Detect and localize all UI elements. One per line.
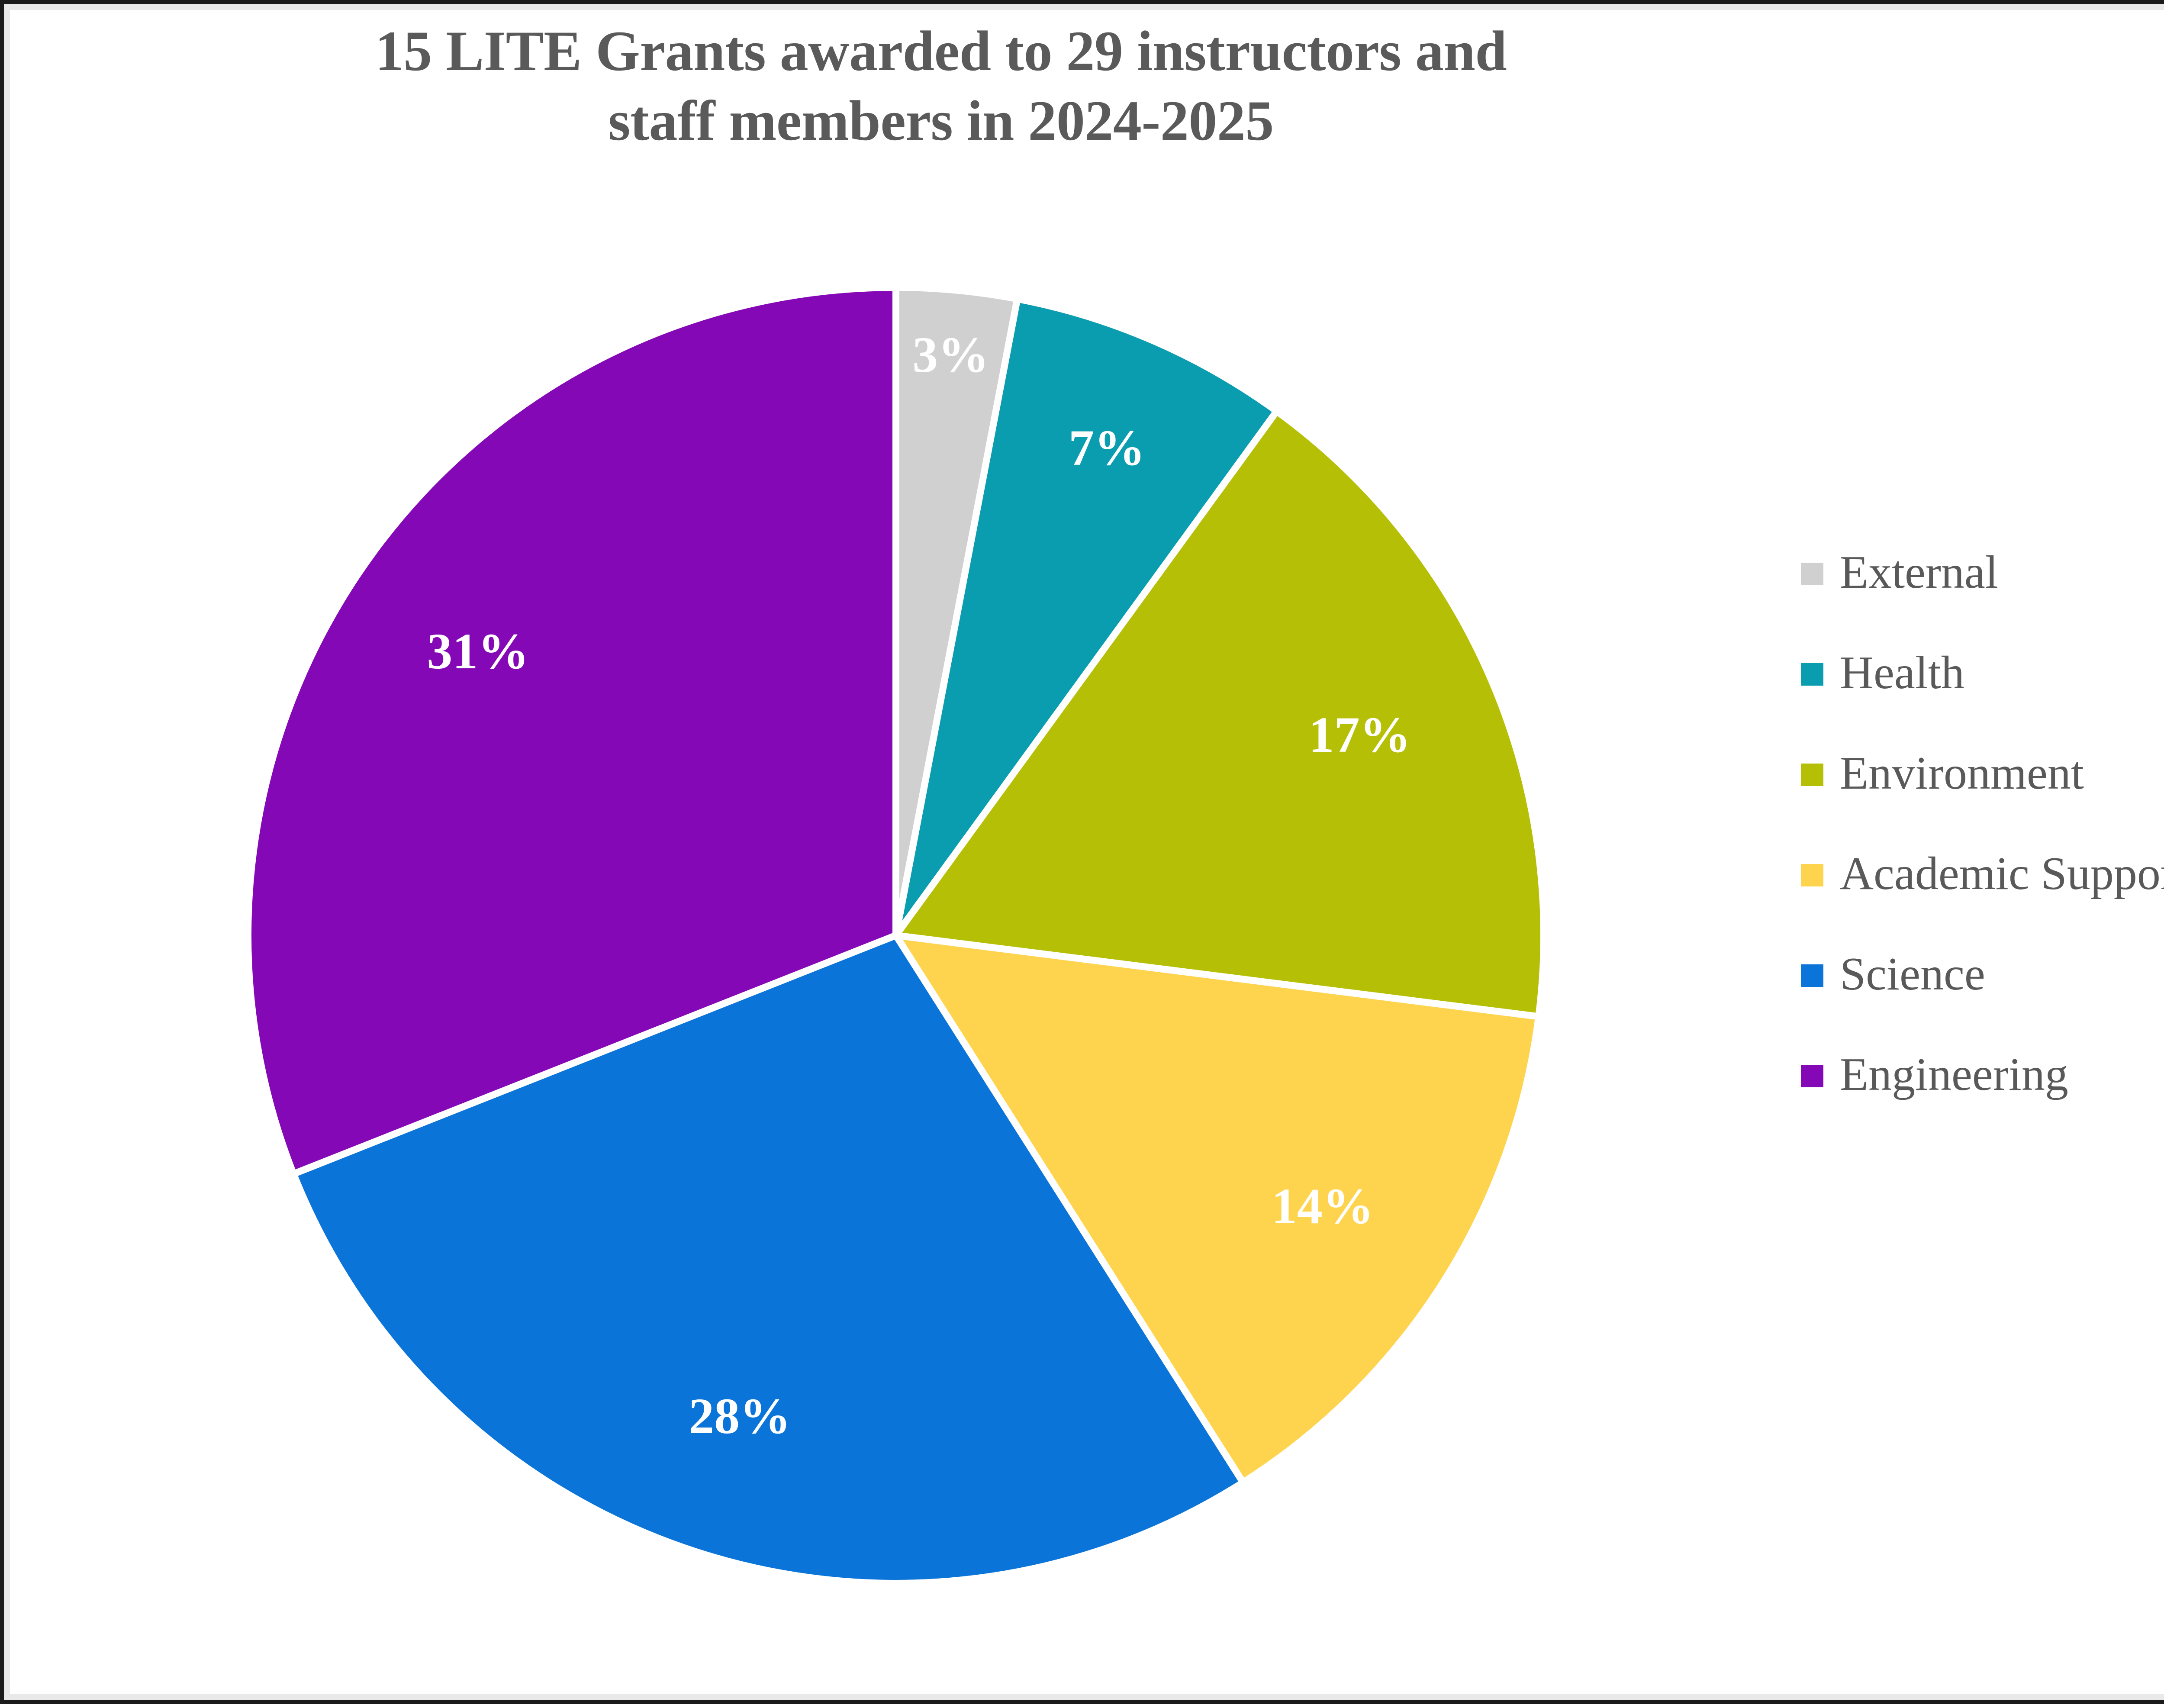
pie-slice-label: 14% bbox=[1272, 1178, 1374, 1234]
pie-chart-area: 3% 7% 17% 14% 28% 31% bbox=[4, 4, 1878, 1708]
pie-slice[interactable] bbox=[892, 932, 1542, 1486]
pie-slices-group bbox=[245, 284, 1547, 1587]
legend-item[interactable]: Health bbox=[1801, 649, 2164, 697]
page-title: 15 LITE Grants awarded to 29 instructors… bbox=[375, 19, 1507, 153]
legend-item-label: Engineering bbox=[1840, 1049, 2068, 1100]
pie-slice-label: 28% bbox=[689, 1388, 791, 1444]
pie-slice-label: 31% bbox=[427, 623, 529, 680]
pie-chart-svg: 3% 7% 17% 14% 28% 31% bbox=[245, 284, 1547, 1587]
legend-item-label: Health bbox=[1840, 647, 1964, 699]
pie-data-labels-group: 3% 7% 17% 14% 28% 31% bbox=[427, 326, 1410, 1444]
legend-item[interactable]: Environment bbox=[1801, 749, 2164, 798]
legend-swatch-icon bbox=[1801, 864, 1823, 886]
pie-slice[interactable] bbox=[290, 932, 1247, 1587]
legend-item[interactable]: Science bbox=[1801, 950, 2164, 999]
legend-item[interactable]: Academic Support Units bbox=[1801, 850, 2164, 898]
legend-swatch-icon bbox=[1801, 563, 1823, 585]
legend-swatch-icon bbox=[1801, 663, 1823, 686]
pie-slice[interactable] bbox=[245, 284, 899, 1178]
legend-item-label: External bbox=[1840, 547, 1998, 598]
legend-swatch-icon bbox=[1801, 964, 1823, 987]
pie-slice-label: 17% bbox=[1309, 706, 1411, 763]
legend-item-label: Science bbox=[1840, 948, 1985, 1000]
pie-slice-label: 3% bbox=[912, 326, 989, 383]
legend-swatch-icon bbox=[1801, 764, 1823, 786]
legend-item-label: Academic Support Units bbox=[1840, 848, 2164, 899]
legend: External Health Environment Academic Suppor… bbox=[1801, 548, 2164, 1099]
legend-item-label: Environment bbox=[1840, 748, 2084, 799]
pie-slice[interactable] bbox=[892, 295, 1280, 939]
legend-item[interactable]: External bbox=[1801, 548, 2164, 597]
legend-swatch-icon bbox=[1801, 1065, 1823, 1087]
legend-item[interactable]: Engineering bbox=[1801, 1051, 2164, 1099]
pie-slice-label: 7% bbox=[1069, 419, 1145, 476]
pie-slice[interactable] bbox=[892, 407, 1547, 1020]
